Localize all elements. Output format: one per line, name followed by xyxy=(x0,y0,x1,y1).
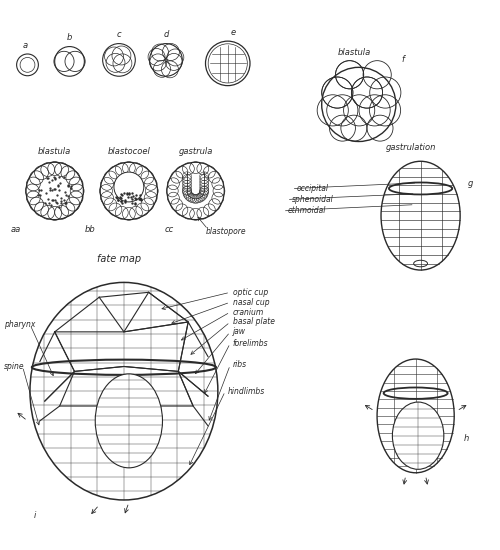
Text: b: b xyxy=(67,33,72,42)
Text: c: c xyxy=(116,30,121,39)
Text: blastopore: blastopore xyxy=(206,228,246,236)
Text: optic cup: optic cup xyxy=(232,288,268,297)
Text: ribs: ribs xyxy=(232,360,247,370)
Ellipse shape xyxy=(95,374,162,468)
Circle shape xyxy=(114,172,144,202)
Text: cranium: cranium xyxy=(232,307,264,317)
Text: pharynx: pharynx xyxy=(4,320,35,329)
Text: blastula: blastula xyxy=(38,147,72,156)
Text: occipital: occipital xyxy=(297,184,329,193)
Text: g: g xyxy=(468,179,472,188)
Text: fate map: fate map xyxy=(97,254,141,263)
Text: e: e xyxy=(230,28,235,37)
Text: gastrulation: gastrulation xyxy=(386,143,436,152)
Text: nasal cup: nasal cup xyxy=(232,298,270,307)
Text: a: a xyxy=(22,41,28,50)
Text: gastrula: gastrula xyxy=(178,147,213,156)
Text: hindlimbs: hindlimbs xyxy=(228,387,265,395)
Text: bb: bb xyxy=(84,225,95,234)
Text: blastocoel: blastocoel xyxy=(108,147,150,156)
Ellipse shape xyxy=(392,402,444,469)
Text: basal plate: basal plate xyxy=(232,317,274,327)
Text: blastula: blastula xyxy=(337,48,370,57)
Text: sphenoidal: sphenoidal xyxy=(292,195,334,204)
Text: forelimbs: forelimbs xyxy=(232,339,268,348)
Text: d: d xyxy=(164,30,168,39)
Text: cc: cc xyxy=(165,225,174,234)
Text: ethmoidal: ethmoidal xyxy=(288,206,327,215)
Text: spine: spine xyxy=(4,362,24,371)
Text: h: h xyxy=(464,434,469,443)
Text: f: f xyxy=(402,56,405,64)
Text: aa: aa xyxy=(11,225,21,234)
Text: jaw: jaw xyxy=(232,327,245,337)
Text: i: i xyxy=(34,512,36,520)
